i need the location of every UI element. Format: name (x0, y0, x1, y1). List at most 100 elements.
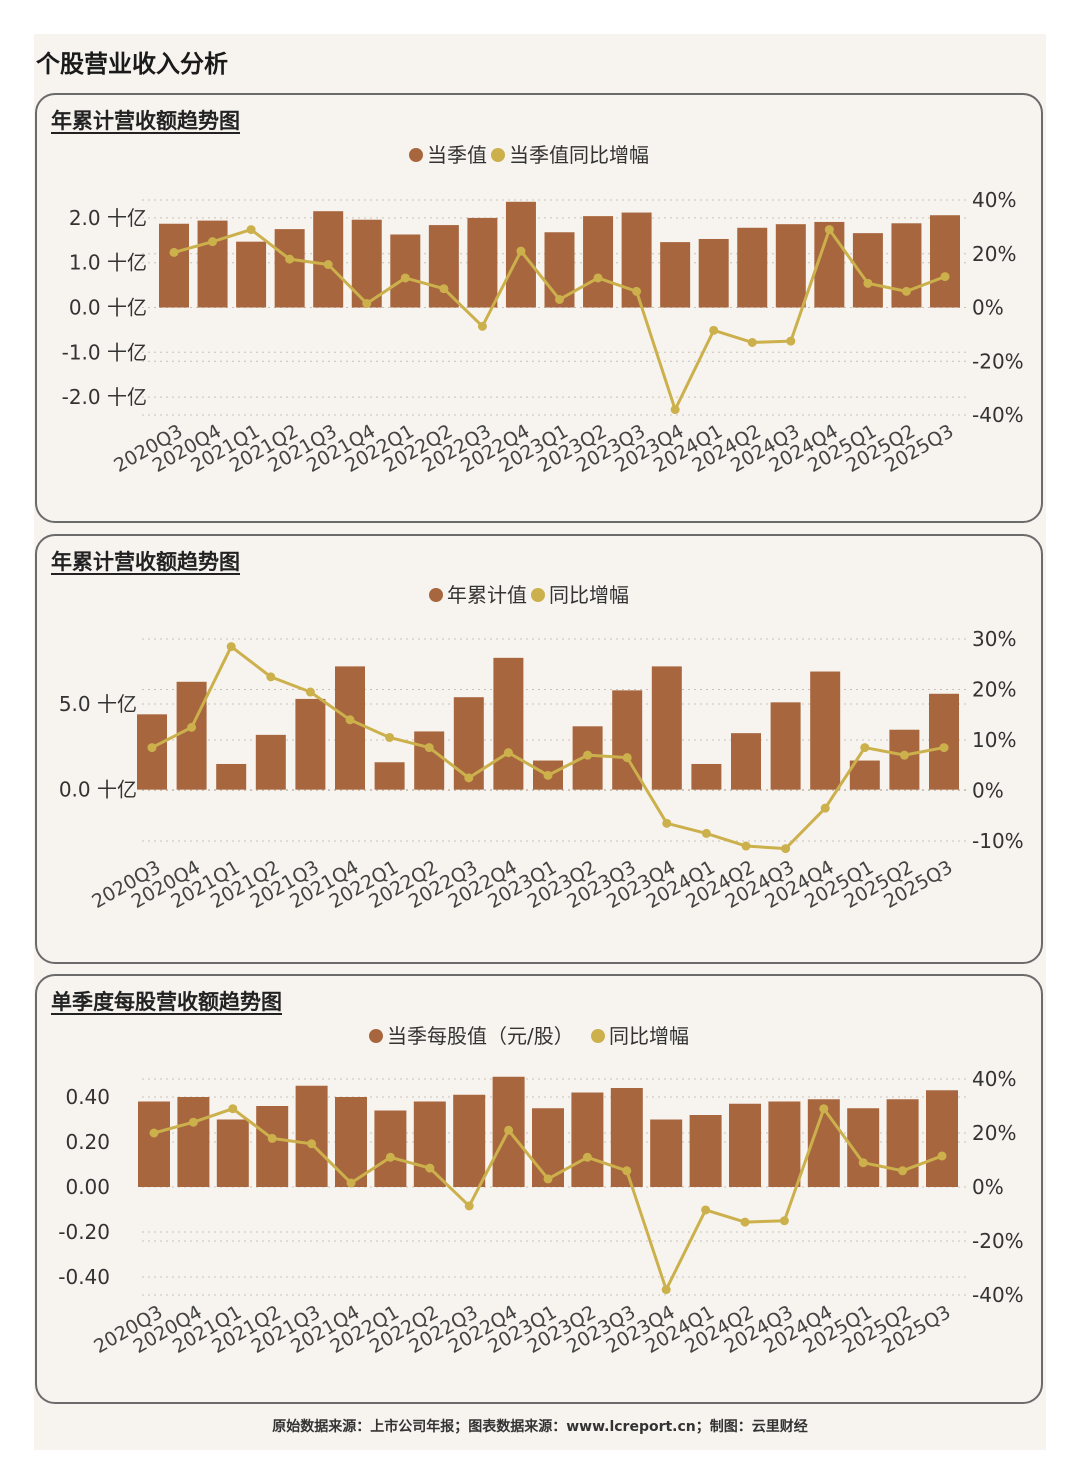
legend-label: 当季值同比增幅 (509, 143, 649, 167)
line-point (786, 336, 796, 346)
bar (729, 1103, 761, 1187)
bar (810, 671, 841, 790)
bar (775, 224, 806, 308)
line-point (662, 818, 672, 828)
line-point (266, 672, 276, 682)
line-point (622, 753, 632, 763)
legend-swatch-line (491, 148, 505, 162)
bar (313, 211, 344, 308)
line-point (147, 743, 157, 753)
legend-swatch-bar (409, 148, 423, 162)
bar (374, 762, 405, 790)
chart-title: 年累计营收额趋势图 (51, 109, 240, 133)
line-point (346, 1178, 356, 1188)
bar (274, 229, 305, 308)
bar (428, 225, 459, 308)
line-point (555, 294, 564, 304)
line-point (169, 247, 179, 257)
bar (737, 227, 768, 308)
line-point (425, 1163, 435, 1173)
bar (177, 1097, 210, 1187)
legend-swatch-line (591, 1029, 605, 1043)
bar (889, 729, 920, 790)
line-point (477, 321, 487, 331)
y-right-tick-label: -40% (972, 403, 1024, 427)
legend-label: 同比增幅 (549, 583, 629, 607)
bar (930, 215, 960, 308)
y-left-tick-label: 0.0 十亿 (59, 778, 137, 802)
line-point (819, 1104, 829, 1114)
y-left-tick-label: 1.0 十亿 (69, 251, 147, 275)
line-point (860, 743, 870, 753)
page-title: 个股营业收入分析 (36, 50, 228, 78)
y-right-tick-label: -40% (972, 1283, 1024, 1307)
bar (255, 734, 286, 790)
bar (413, 1101, 446, 1187)
bar (467, 217, 498, 308)
bar (583, 216, 614, 308)
line-point (503, 748, 513, 758)
line-point (208, 237, 218, 247)
line-point (939, 743, 949, 753)
line-point (937, 1151, 947, 1161)
line-point (701, 828, 711, 838)
line-point (901, 286, 911, 296)
bar (651, 666, 682, 790)
line-point (305, 687, 315, 697)
line-point (385, 732, 395, 742)
line-point (898, 1166, 908, 1176)
line-point (516, 246, 526, 256)
line-point (424, 743, 434, 753)
line-point (307, 1139, 317, 1149)
y-right-tick-label: 10% (972, 728, 1016, 752)
bar (689, 1115, 722, 1187)
bar (295, 698, 326, 790)
legend-label: 同比增幅 (609, 1024, 689, 1048)
line-point (632, 286, 642, 296)
y-left-tick-label: 2.0 十亿 (69, 206, 147, 230)
line-point (858, 1158, 868, 1168)
line-point (400, 273, 410, 283)
bar (374, 1110, 407, 1187)
line-point (464, 1201, 474, 1211)
chart-panel-2: 年累计营收额趋势图 30% 20% 10% 0% -10% 5.0 十亿 0.0 十亿 202… (35, 534, 1043, 964)
line-point (464, 773, 474, 783)
line-point (267, 1133, 277, 1143)
y-right-tick-label: -20% (972, 349, 1024, 373)
y-right-tick-label: 40% (972, 188, 1016, 212)
bar (256, 1106, 289, 1187)
bar (216, 1119, 249, 1187)
bar (295, 1085, 328, 1187)
line-point (246, 225, 256, 235)
chart-svg: 40%20%0%-20%-40%0.400.200.00-0.20-0.4020… (58, 1024, 1024, 1358)
line-point (504, 1125, 514, 1135)
y-left-tick-label: -2.0 十亿 (62, 385, 147, 409)
legend-swatch-bar (369, 1029, 383, 1043)
y-right-tick-label: 0% (972, 779, 1004, 803)
chart-title: 单季度每股营收额趋势图 (51, 990, 282, 1014)
y-right-tick-label: -10% (972, 829, 1024, 853)
chart-title: 年累计营收额趋势图 (51, 550, 240, 574)
y-right-tick-label: -20% (972, 1229, 1024, 1253)
bar (390, 234, 421, 308)
bar (660, 242, 691, 308)
chart-panel-3: 单季度每股营收额趋势图 40% 20% 0% -20% -40% 0.40 0.20 0.00… (35, 974, 1043, 1404)
legend-swatch-line (531, 588, 545, 602)
line-point (781, 844, 791, 854)
line-point (149, 1128, 159, 1138)
y-right-tick-label: 20% (972, 242, 1016, 266)
bar (571, 1092, 604, 1187)
line-point (362, 298, 372, 308)
y-right-tick-label: 40% (972, 1067, 1016, 1091)
line-point (824, 225, 834, 235)
y-left-tick-label: 0.00 (65, 1175, 110, 1199)
chart-panel-1: 年累计营收额趋势图 40% 20% 0% -20% -40% 2.0 十亿 1.0 十亿 0.… (35, 93, 1043, 523)
legend-label: 年累计值 (447, 583, 527, 607)
line-point (779, 1216, 789, 1226)
line-point (439, 284, 449, 294)
line-point (228, 1104, 238, 1114)
y-left-tick-label: -1.0 十亿 (62, 340, 147, 364)
bar (698, 238, 729, 308)
y-right-tick-label: 20% (972, 1121, 1016, 1145)
line-point (740, 1217, 750, 1227)
